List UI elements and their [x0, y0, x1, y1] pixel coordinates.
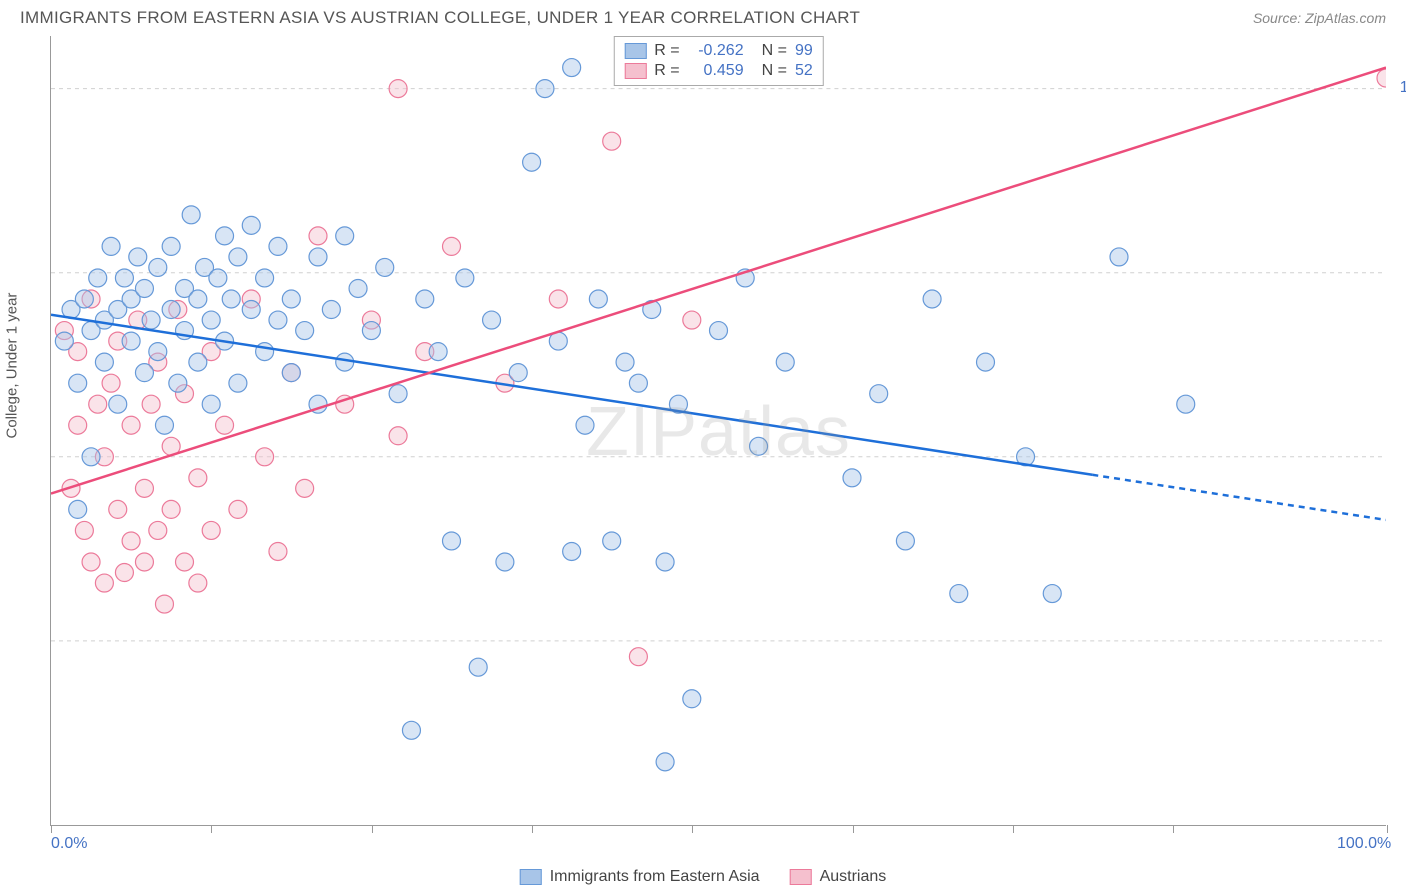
chart-plot-area: ZIPatlas R = -0.262 N = 99 R = 0.459 N =…	[50, 36, 1386, 826]
x-tick-label: 100.0%	[1337, 835, 1391, 853]
legend-swatch	[790, 869, 812, 885]
legend-r-label: R =	[654, 62, 679, 80]
legend-row: R = 0.459 N = 52	[624, 61, 812, 81]
legend-r-value: 0.459	[688, 62, 744, 80]
x-tick	[1013, 825, 1014, 833]
x-tick-label: 0.0%	[51, 835, 87, 853]
series-legend: Immigrants from Eastern Asia Austrians	[520, 868, 887, 886]
y-axis-label: College, Under 1 year	[4, 293, 21, 439]
legend-n-label: N =	[762, 62, 787, 80]
x-tick	[853, 825, 854, 833]
legend-n-value: 52	[795, 62, 813, 80]
x-tick	[1173, 825, 1174, 833]
x-tick	[51, 825, 52, 833]
legend-bottom-item: Immigrants from Eastern Asia	[520, 868, 760, 886]
legend-bottom-item: Austrians	[790, 868, 887, 886]
x-tick	[532, 825, 533, 833]
y-tick-label: 82.5%	[1394, 263, 1406, 281]
chart-title: IMMIGRANTS FROM EASTERN ASIA VS AUSTRIAN…	[20, 8, 860, 28]
legend-swatch	[624, 63, 646, 79]
x-tick	[692, 825, 693, 833]
legend-n-value: 99	[795, 42, 813, 60]
y-tick-label: 65.0%	[1394, 447, 1406, 465]
legend-swatch	[520, 869, 542, 885]
x-tick	[211, 825, 212, 833]
legend-series-name: Immigrants from Eastern Asia	[550, 868, 760, 886]
legend-series-name: Austrians	[820, 868, 887, 886]
y-tick-label: 47.5%	[1394, 632, 1406, 650]
y-tick-label: 100.0%	[1394, 79, 1406, 97]
legend-row: R = -0.262 N = 99	[624, 41, 812, 61]
legend-r-value: -0.262	[688, 42, 744, 60]
x-tick	[1387, 825, 1388, 833]
scatter-svg	[51, 36, 1386, 825]
x-tick	[372, 825, 373, 833]
correlation-legend: R = -0.262 N = 99 R = 0.459 N = 52	[613, 36, 823, 86]
legend-n-label: N =	[762, 42, 787, 60]
legend-swatch	[624, 43, 646, 59]
source-attribution: Source: ZipAtlas.com	[1253, 10, 1386, 26]
legend-r-label: R =	[654, 42, 679, 60]
